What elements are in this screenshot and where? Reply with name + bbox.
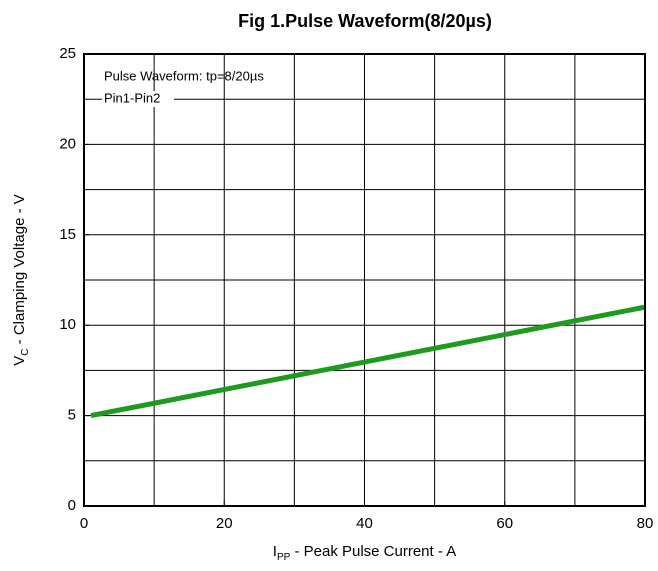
x-tick-label: 40	[356, 515, 373, 532]
chart-title: Fig 1.Pulse Waveform(8/20µs)	[238, 11, 492, 31]
y-tick-label: 25	[59, 45, 76, 62]
y-tick-label: 20	[59, 135, 76, 152]
y-axis-label-rest: - Clamping Voltage - V	[11, 194, 28, 348]
plot-frame	[83, 53, 646, 507]
x-tick-label: 20	[216, 515, 233, 532]
y-tick-label: 0	[68, 497, 76, 514]
y-tick-label: 10	[59, 316, 76, 333]
annotation: Pulse Waveform: tp=8/20µs	[104, 68, 264, 83]
annotation-bg	[102, 91, 174, 107]
annotation: Pin1-Pin2	[104, 90, 160, 105]
x-axis-label-rest: - Peak Pulse Current - A	[290, 543, 456, 560]
x-tick-label: 0	[80, 515, 88, 532]
x-axis-label-main: I	[273, 543, 277, 560]
y-axis-label: VC - Clamping Voltage - V	[11, 194, 31, 366]
x-tick-label: 80	[637, 515, 654, 532]
y-axis-label-sub: C	[20, 349, 31, 356]
y-tick-label: 5	[68, 407, 76, 424]
x-axis-label-sub: PP	[277, 552, 291, 563]
y-axis-label-main: V	[11, 356, 28, 366]
x-tick-label: 60	[496, 515, 513, 532]
data-line	[90, 304, 646, 419]
x-axis-label: IPP - Peak Pulse Current - A	[273, 543, 456, 563]
y-tick-label: 15	[59, 226, 76, 243]
